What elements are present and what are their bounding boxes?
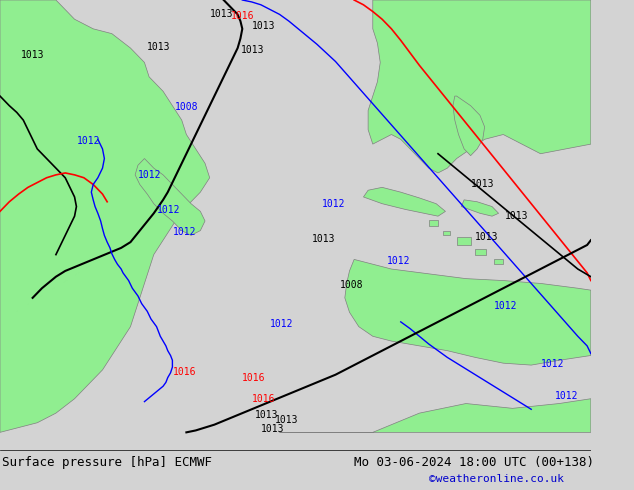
Text: 1013: 1013 bbox=[312, 234, 335, 244]
Polygon shape bbox=[368, 0, 591, 173]
Text: Surface pressure [hPa] ECMWF: Surface pressure [hPa] ECMWF bbox=[2, 456, 212, 469]
Text: 1013: 1013 bbox=[254, 410, 278, 420]
Text: 1013: 1013 bbox=[470, 179, 494, 189]
Text: 1012: 1012 bbox=[270, 318, 294, 329]
Text: 1013: 1013 bbox=[210, 9, 233, 19]
Text: 1012: 1012 bbox=[555, 391, 578, 401]
Polygon shape bbox=[476, 249, 486, 255]
Text: 1012: 1012 bbox=[138, 170, 162, 180]
Polygon shape bbox=[280, 399, 591, 432]
Text: 1008: 1008 bbox=[340, 280, 364, 290]
Polygon shape bbox=[443, 231, 450, 235]
Polygon shape bbox=[462, 200, 498, 216]
Text: 1013: 1013 bbox=[261, 424, 285, 434]
Text: 1013: 1013 bbox=[20, 49, 44, 60]
Text: 1012: 1012 bbox=[321, 198, 345, 209]
Text: 1016: 1016 bbox=[231, 11, 255, 21]
Text: 1012: 1012 bbox=[157, 205, 180, 215]
Polygon shape bbox=[135, 159, 205, 235]
Text: 1013: 1013 bbox=[275, 415, 299, 425]
Text: 1012: 1012 bbox=[172, 227, 196, 237]
Polygon shape bbox=[0, 0, 210, 432]
Text: 1013: 1013 bbox=[252, 21, 275, 31]
Polygon shape bbox=[453, 96, 484, 156]
Text: 1008: 1008 bbox=[175, 102, 198, 113]
Polygon shape bbox=[363, 187, 446, 216]
Text: 1016: 1016 bbox=[252, 393, 275, 404]
Polygon shape bbox=[494, 259, 503, 264]
Polygon shape bbox=[456, 237, 470, 245]
Text: 1016: 1016 bbox=[242, 373, 266, 384]
Text: 1012: 1012 bbox=[387, 256, 410, 266]
Text: 1013: 1013 bbox=[240, 45, 264, 55]
Text: 1016: 1016 bbox=[172, 367, 196, 377]
Polygon shape bbox=[345, 259, 591, 365]
Text: 1012: 1012 bbox=[494, 301, 517, 311]
Text: ©weatheronline.co.uk: ©weatheronline.co.uk bbox=[429, 474, 564, 484]
Polygon shape bbox=[429, 220, 438, 226]
Text: 1013: 1013 bbox=[505, 211, 529, 221]
Text: 1012: 1012 bbox=[77, 136, 100, 146]
Text: Mo 03-06-2024 18:00 UTC (00+138): Mo 03-06-2024 18:00 UTC (00+138) bbox=[354, 456, 594, 469]
Text: 1012: 1012 bbox=[541, 359, 564, 369]
Text: 1013: 1013 bbox=[476, 232, 499, 242]
Text: 1013: 1013 bbox=[147, 42, 171, 52]
